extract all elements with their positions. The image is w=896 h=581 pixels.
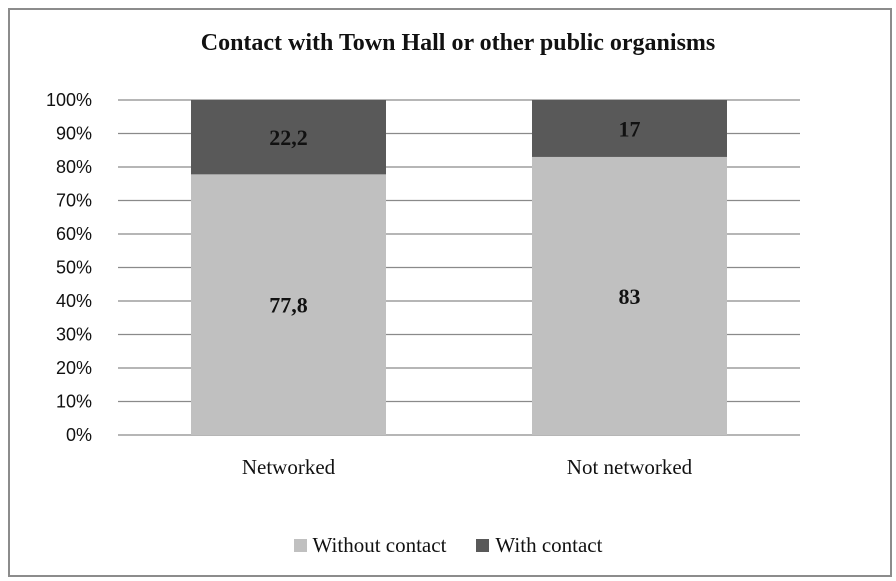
y-tick-label: 0% [66,425,92,445]
data-label: 83 [619,284,641,309]
legend-label-with-contact: With contact [495,533,603,557]
chart-frame [8,8,892,577]
x-category-label: Networked [242,455,336,479]
x-category-label: Not networked [567,455,693,479]
bar-not-networked-without-contact [532,156,727,435]
y-tick-label: 40% [56,291,92,311]
legend-label-without-contact: Without contact [312,533,447,557]
legend-swatch-without-contact [293,539,307,552]
data-label: 17 [619,116,641,141]
bar-networked-with-contact [191,100,386,175]
chart-title: Contact with Town Hall or other public o… [200,30,716,56]
legend-item-without-contact: Without contact [293,533,447,558]
y-tick-label: 80% [56,157,92,177]
y-tick-label: 100% [46,90,92,110]
y-tick-label: 30% [56,325,92,345]
y-tick-label: 20% [56,358,92,378]
bar-networked-without-contact [191,174,386,435]
bar-not-networked-with-contact [532,100,727,157]
y-tick-label: 70% [56,191,92,211]
data-label: 77,8 [269,293,308,318]
legend-item-with-contact: With contact [476,533,602,558]
chart-legend: Without contact With contact [0,533,896,558]
y-tick-label: 50% [56,258,92,278]
y-tick-label: 90% [56,124,92,144]
y-tick-label: 10% [56,392,92,412]
data-label: 22,2 [269,125,308,150]
legend-swatch-with-contact [476,539,490,552]
y-tick-label: 60% [56,224,92,244]
